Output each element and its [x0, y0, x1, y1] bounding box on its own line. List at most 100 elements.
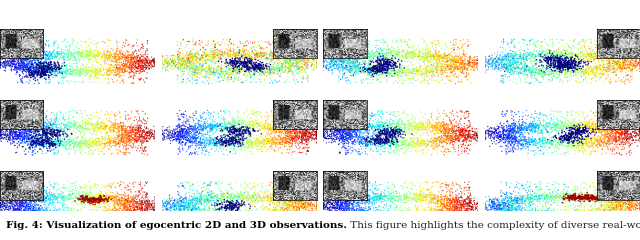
Point [264, 126, 275, 130]
Point [268, 58, 278, 62]
Point [622, 123, 632, 127]
Point [569, 216, 579, 220]
Point [497, 74, 507, 78]
Point [92, 197, 102, 201]
Point [431, 59, 441, 63]
Point [474, 62, 484, 66]
Point [28, 63, 38, 67]
Point [156, 204, 166, 208]
Point [41, 136, 51, 139]
Point [15, 51, 26, 55]
Point [213, 149, 223, 153]
Point [338, 136, 348, 140]
Point [617, 135, 627, 139]
Point [479, 60, 490, 64]
Point [585, 180, 595, 184]
Point [26, 63, 36, 66]
Point [405, 122, 415, 126]
Point [556, 38, 566, 42]
Point [4, 205, 14, 209]
Point [38, 138, 48, 142]
Point [221, 200, 232, 204]
Point [37, 135, 47, 139]
Point [376, 70, 386, 73]
Point [454, 210, 464, 214]
Point [613, 200, 623, 204]
Point [239, 134, 249, 138]
Point [400, 197, 410, 201]
Point [568, 196, 579, 200]
Point [547, 128, 557, 132]
Point [100, 136, 111, 140]
Point [48, 214, 58, 218]
Point [474, 129, 484, 133]
Point [93, 197, 104, 200]
Point [280, 181, 291, 185]
Point [606, 213, 616, 217]
Point [547, 195, 557, 199]
Point [383, 203, 394, 207]
Point [414, 54, 424, 58]
Point [179, 212, 189, 216]
Point [0, 58, 5, 62]
Point [533, 195, 543, 199]
Point [414, 51, 424, 55]
Point [39, 72, 49, 75]
Point [376, 55, 387, 59]
Point [16, 125, 26, 128]
Point [29, 199, 40, 203]
Point [615, 59, 625, 63]
Point [275, 202, 285, 205]
Point [170, 59, 180, 63]
Point [55, 211, 65, 215]
Point [24, 126, 34, 130]
Point [595, 198, 605, 202]
Point [234, 71, 244, 75]
Point [84, 146, 94, 150]
Point [397, 57, 407, 61]
Point [60, 76, 70, 80]
Point [208, 71, 218, 74]
Point [400, 196, 410, 200]
Point [602, 73, 612, 77]
Point [65, 57, 75, 61]
Point [64, 138, 74, 142]
Point [396, 144, 406, 147]
Point [337, 76, 348, 80]
Point [338, 68, 348, 72]
Point [332, 206, 342, 210]
Point [405, 209, 415, 212]
Point [108, 121, 118, 125]
Point [601, 56, 611, 60]
Point [75, 74, 85, 78]
Point [293, 136, 303, 140]
Point [277, 137, 287, 141]
Point [277, 207, 287, 211]
Point [28, 206, 38, 210]
Point [228, 42, 238, 46]
Point [90, 48, 100, 52]
Point [466, 205, 476, 209]
Point [318, 64, 328, 68]
Point [26, 112, 36, 116]
Point [242, 195, 252, 199]
Point [502, 134, 513, 138]
Point [303, 202, 314, 206]
Point [184, 141, 195, 144]
Point [449, 209, 460, 213]
Point [354, 140, 364, 144]
Point [381, 122, 391, 126]
Point [325, 60, 335, 64]
Point [26, 62, 36, 66]
Point [95, 194, 106, 198]
Point [580, 148, 590, 152]
Point [22, 70, 32, 73]
Point [374, 70, 385, 74]
Point [399, 128, 409, 132]
Point [364, 180, 374, 184]
Point [534, 141, 544, 144]
Point [404, 37, 415, 41]
Point [524, 122, 534, 126]
Point [614, 151, 625, 155]
Point [122, 210, 132, 213]
